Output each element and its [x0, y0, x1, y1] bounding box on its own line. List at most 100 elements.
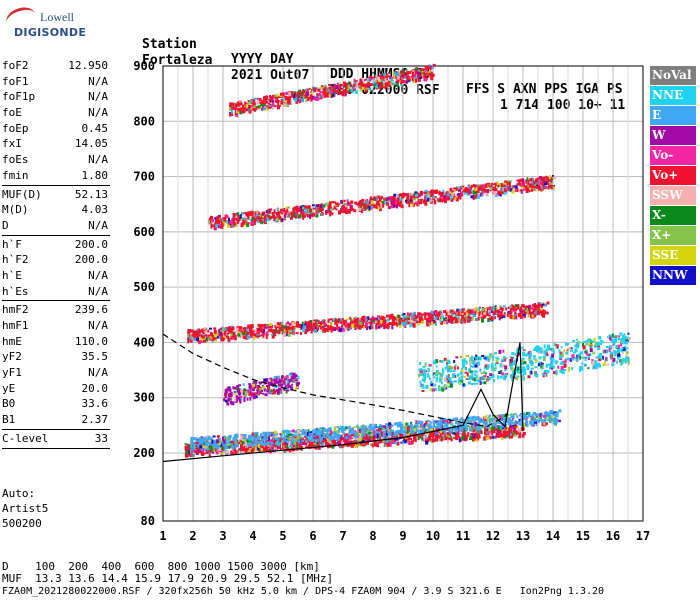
echo-point: [366, 441, 369, 445]
echo-point: [377, 429, 381, 433]
echo-point: [225, 440, 229, 444]
echo-point: [216, 435, 220, 438]
echo-point: [599, 339, 602, 342]
echo-point: [595, 365, 598, 370]
echo-point: [235, 434, 238, 438]
echo-point: [587, 353, 590, 356]
echo-point: [330, 329, 333, 333]
echo-point: [377, 207, 381, 210]
echo-point: [213, 439, 216, 443]
echo-point: [388, 427, 391, 432]
echo-point: [450, 438, 453, 442]
echo-point: [539, 413, 542, 418]
echo-point: [346, 327, 349, 330]
echo-point: [192, 334, 196, 337]
echo-point: [264, 443, 267, 448]
echo-point: [474, 364, 478, 368]
echo-point: [530, 177, 534, 181]
echo-point: [251, 432, 254, 437]
echo-point: [373, 430, 376, 435]
echo-point: [220, 335, 223, 338]
echo-point: [262, 443, 266, 446]
echo-point: [467, 420, 470, 424]
echo-point: [570, 349, 574, 352]
echo-point: [449, 315, 453, 319]
echo-point: [232, 218, 235, 221]
echo-point: [493, 191, 497, 196]
echo-point: [336, 426, 340, 429]
echo-point: [338, 428, 341, 433]
echo-point: [523, 413, 527, 417]
echo-point: [504, 427, 508, 430]
echo-point: [278, 446, 281, 449]
echo-point: [208, 220, 211, 225]
echo-point: [619, 332, 623, 336]
echo-point: [227, 439, 230, 444]
echo-point: [378, 433, 382, 436]
echo-point: [409, 201, 412, 204]
echo-point: [455, 310, 459, 313]
echo-point: [499, 307, 503, 311]
echo-point: [451, 310, 454, 313]
echo-point: [405, 320, 408, 324]
echo-point: [313, 428, 317, 431]
echo-point: [339, 318, 342, 322]
echo-point: [274, 437, 277, 440]
echo-point: [203, 452, 206, 455]
echo-point: [391, 321, 394, 325]
echo-point: [445, 435, 448, 440]
echo-point: [223, 216, 226, 219]
echo-point: [187, 446, 190, 451]
echo-point: [587, 338, 591, 341]
param-key: foF2: [2, 59, 29, 72]
echo-point: [524, 315, 527, 319]
echo-point: [511, 357, 514, 362]
echo-point: [270, 324, 273, 328]
echo-point: [331, 444, 335, 449]
echo-point: [446, 432, 449, 435]
echo-point: [361, 315, 365, 318]
echo-point: [322, 328, 326, 332]
echo-point: [441, 312, 444, 315]
echo-point: [531, 314, 534, 318]
echo-point: [354, 327, 357, 330]
echo-point: [406, 429, 409, 434]
echo-point: [398, 318, 402, 323]
echo-point: [188, 444, 191, 449]
echo-point: [471, 416, 475, 421]
echo-point: [511, 190, 515, 194]
echo-point: [421, 386, 425, 389]
echo-point: [469, 436, 473, 441]
echo-point: [311, 431, 314, 436]
echo-point: [539, 180, 542, 184]
echo-point: [550, 411, 554, 414]
echo-point: [226, 332, 230, 335]
echo-point: [360, 425, 363, 428]
param-row-he: h`E N/A: [2, 268, 110, 284]
echo-point: [501, 436, 504, 441]
echo-point: [195, 441, 199, 444]
echo-point: [491, 426, 495, 431]
echo-point: [431, 438, 435, 443]
echo-point: [499, 305, 502, 308]
echo-point: [361, 207, 364, 210]
echo-point: [396, 317, 400, 322]
echo-point: [251, 333, 255, 336]
echo-point: [516, 183, 520, 186]
echo-point: [501, 423, 505, 427]
echo-point: [511, 362, 515, 366]
param-key: hmF1: [2, 319, 29, 332]
echo-point: [314, 439, 318, 442]
echo-point: [218, 331, 222, 336]
echo-point: [209, 327, 213, 330]
echo-point: [360, 431, 363, 435]
param-value: N/A: [88, 366, 108, 380]
param-key: C-level: [2, 431, 49, 445]
echo-point: [551, 367, 554, 370]
echo-point: [273, 329, 276, 334]
echo-point: [437, 423, 441, 427]
echo-point: [198, 337, 202, 341]
echo-point: [617, 356, 620, 360]
echo-point: [622, 334, 625, 339]
echo-point: [514, 420, 517, 423]
